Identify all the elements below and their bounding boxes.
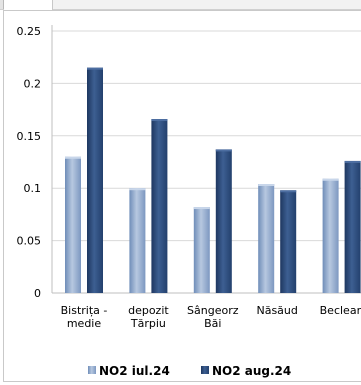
legend-label: NO2 iul.24 [99, 364, 170, 378]
bar[interactable] [215, 149, 232, 293]
bar-top-highlight [193, 207, 210, 210]
bar[interactable] [87, 67, 103, 294]
bar-body [65, 156, 81, 293]
bar-body [215, 149, 232, 293]
bar[interactable] [280, 190, 297, 293]
x-tick-label: Bistrița -medie [61, 304, 108, 330]
y-tick-label: 0.15 [17, 130, 42, 143]
legend-item[interactable]: NO2 iul.24 [88, 364, 170, 378]
sheet-tab[interactable] [4, 0, 53, 10]
bar[interactable] [258, 184, 275, 293]
bar-top-highlight [215, 149, 232, 152]
x-tick-label: Năsăud [256, 304, 297, 317]
bar[interactable] [151, 119, 168, 293]
legend-swatch [88, 366, 96, 374]
bar-body [344, 160, 361, 293]
bar-body [87, 67, 103, 294]
y-tick-label: 0.2 [24, 77, 42, 90]
bar-body [280, 190, 297, 293]
bar[interactable] [65, 156, 81, 293]
bar[interactable] [322, 178, 339, 293]
legend-label: NO2 aug.24 [212, 364, 291, 378]
legend-swatch [201, 366, 209, 374]
grid-lines [52, 30, 361, 242]
bar-body [129, 188, 146, 293]
x-axis-labels: Bistrița -medie depozit Tărpiu Sângeorz Băi N… [61, 304, 361, 330]
bar-body [151, 119, 168, 293]
bar-top-highlight [87, 67, 103, 70]
bar[interactable] [129, 188, 146, 293]
bar-top-highlight [65, 156, 81, 159]
bar-top-highlight [322, 178, 339, 181]
sheet-tab-divider [0, 0, 4, 9]
y-tick-label: 0 [34, 287, 41, 300]
y-tick-label: 0.05 [17, 235, 42, 248]
x-tick-label: depozit Tărpiu [128, 304, 169, 330]
bar-top-highlight [258, 184, 275, 187]
bar-top-highlight [280, 190, 297, 193]
x-tick-label: Beclean [320, 304, 361, 317]
bar-body [193, 207, 210, 293]
bar-body [322, 178, 339, 293]
bar[interactable] [193, 207, 210, 293]
bars [65, 67, 361, 294]
chart-area[interactable] [3, 10, 361, 382]
sheet-tab-strip [0, 0, 361, 10]
legend: NO2 iul.24 NO2 aug.24 [88, 364, 291, 378]
bar-top-highlight [129, 188, 146, 191]
y-tick-label: 0.1 [24, 182, 42, 195]
bar[interactable] [344, 160, 361, 293]
bar-top-highlight [344, 160, 361, 163]
bar-top-highlight [151, 119, 168, 122]
y-tick-label: 0.25 [17, 25, 42, 38]
bar-body [258, 184, 275, 293]
legend-item[interactable]: NO2 aug.24 [201, 364, 291, 378]
x-tick-label: Sângeorz Băi [187, 304, 239, 330]
